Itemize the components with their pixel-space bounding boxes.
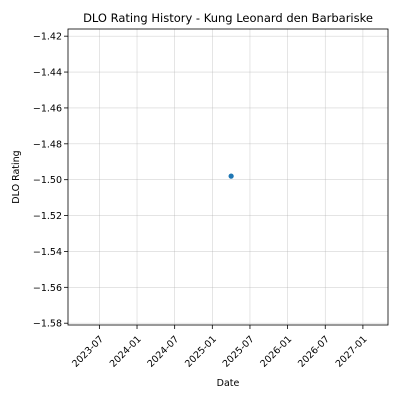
x-tick-label: 2024-07 — [145, 334, 181, 370]
y-tick-label: −1.44 — [33, 68, 62, 79]
x-tick-label: 2025-07 — [221, 334, 257, 370]
y-tick-label: −1.56 — [33, 283, 62, 294]
data-points — [228, 173, 234, 179]
x-tick-label: 2026-07 — [296, 334, 332, 370]
plot-frame — [67, 28, 389, 326]
x-tick-label: 2023-07 — [70, 334, 106, 370]
y-tick-label: −1.52 — [33, 211, 62, 222]
y-tick-label: −1.50 — [33, 175, 62, 186]
x-axis: 2023-07 2024-01 2024-07 2025-01 2025-07 2026-… — [70, 325, 370, 370]
x-tick-label: 2027-01 — [334, 334, 370, 370]
y-tick-label: −1.48 — [33, 139, 62, 150]
chart-title: DLO Rating History - Kung Leonard den Ba… — [83, 11, 373, 25]
y-axis: −1.42 −1.44 −1.46 −1.48 −1.50 −1.52 −1.54 −1.56… — [33, 32, 68, 330]
y-tick-label: −1.46 — [33, 103, 62, 114]
data-point — [228, 173, 234, 179]
grid — [68, 29, 388, 325]
y-tick-label: −1.58 — [33, 319, 62, 330]
y-tick-label: −1.42 — [33, 32, 62, 43]
x-tick-label: 2026-01 — [258, 334, 294, 370]
y-tick-label: −1.54 — [33, 247, 62, 258]
y-axis-label: DLO Rating — [11, 150, 22, 203]
x-axis-label: Date — [217, 378, 240, 389]
x-tick-label: 2024-01 — [108, 334, 144, 370]
x-tick-label: 2025-01 — [183, 334, 219, 370]
